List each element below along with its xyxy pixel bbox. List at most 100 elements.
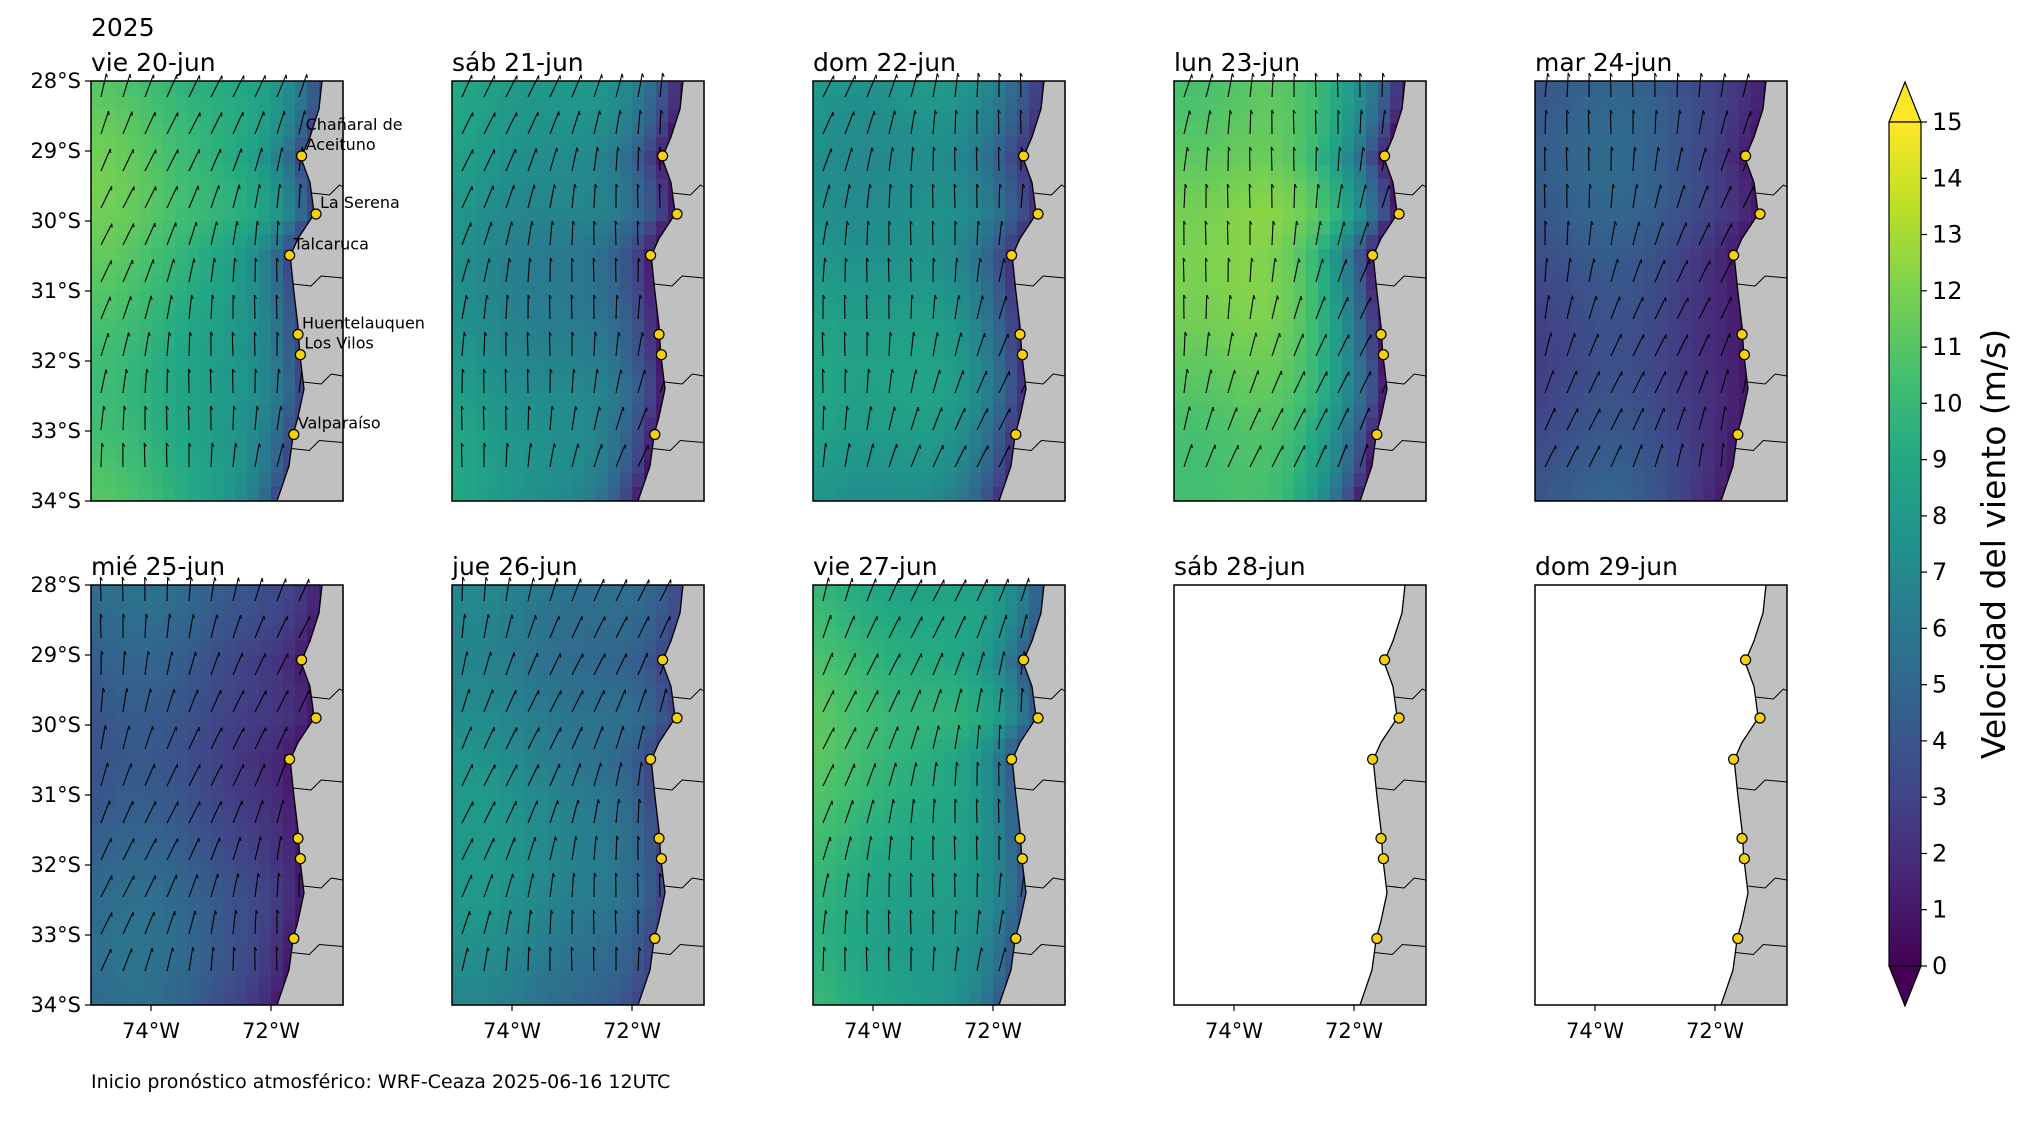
wind-arrow-head [1341,184,1344,189]
wind-arrow-head [933,798,937,803]
wind-arrow [276,368,280,394]
wind-arrow [976,220,979,246]
region-border [1755,184,1788,196]
wind-arrow-head [506,442,510,447]
wind-arrow [143,442,146,468]
wind-arrow [658,183,661,209]
wind-arrow-head [130,763,133,768]
wind-arrow-head [962,370,965,375]
wind-arrow-head [1366,443,1369,449]
wind-arrow [1566,370,1577,394]
wind-arrow [844,653,856,676]
wind-arrow-head [998,72,1002,77]
city-label: Valparaíso [298,414,381,433]
wind-arrow-head [919,689,922,694]
wind-arrow [1610,296,1621,320]
wind-arrow-head [1593,258,1596,263]
wind-arrow-head [1209,110,1212,115]
wind-arrow [461,614,466,639]
wind-arrow [188,874,198,898]
wind-arrow [593,331,596,357]
wind-vectors [99,576,311,972]
wind-arrow [483,947,489,972]
wind-arrow-head [620,762,623,767]
wind-arrow-head [259,836,263,841]
wind-arrow-head [299,183,303,188]
wind-arrow-head [470,222,472,227]
wind-arrow-head [1004,947,1007,952]
city-label: Aceituno [306,135,376,154]
wind-arrow-head [168,331,172,337]
wind-arrow [844,406,848,431]
land-mask [1360,81,1426,501]
wind-arrow [1227,444,1239,468]
wind-arrow [998,910,1004,935]
wind-arrow [998,333,1009,357]
wind-arrow [1632,259,1642,283]
wind-arrow-head [844,946,848,951]
wind-arrow [888,689,900,713]
city-marker [1754,208,1766,220]
wind-arrow [166,332,170,357]
wind-arrow-head [852,800,854,805]
wind-arrow [122,223,135,246]
wind-arrow [122,73,131,98]
wind-arrow [615,110,621,135]
region-border [293,779,344,791]
wind-arrow [1271,72,1274,98]
wind-arrow-head [593,294,597,299]
city-marker [1728,249,1740,261]
wind-arrow [1610,444,1622,468]
wind-arrow-head [1704,147,1707,152]
region-border [1376,275,1427,287]
wind-arrow [954,761,958,787]
wind-arrow [1676,297,1689,320]
wind-arrow [888,331,891,357]
region-border [1015,275,1066,287]
wind-arrow [144,369,148,394]
wind-arrow [1566,333,1576,357]
wind-arrow [276,799,284,824]
panel-frame [1173,584,1427,1006]
wind-arrow [844,836,851,861]
wind-arrow [461,576,464,602]
panel-title: jue 26-jun [451,552,578,581]
wind-arrow-head [1678,109,1682,115]
wind-arrow [232,111,244,135]
wind-arrow [976,688,982,713]
wind-arrow-head [528,405,531,410]
wind-arrow [254,873,259,898]
wind-arrow-head [234,442,238,448]
wind-arrow [637,295,641,320]
wind-arrow [570,294,573,320]
wind-arrow [615,616,628,639]
wind-arrow [1359,334,1372,357]
wind-arrow-head [1571,295,1574,300]
wind-arrow [166,295,172,320]
wind-arrow-head [105,369,108,374]
wind-arrow-head [1003,258,1006,263]
wind-arrow-head [1747,73,1750,78]
wind-arrow-head [980,947,984,952]
wind-arrow [254,577,263,602]
wind-arrow-head [577,443,580,448]
wind-arrow [461,258,470,283]
wind-arrow [505,294,508,320]
wind-arrow [1182,257,1185,283]
city-marker [1732,428,1744,441]
wind-arrow [254,75,266,98]
wind-arrow [932,798,935,824]
wind-arrow [888,147,893,172]
wind-arrow [527,690,540,713]
wind-arrow [844,727,857,750]
wind-arrow-head [931,220,935,225]
wind-arrow [1632,296,1644,320]
wind-arrow [865,946,868,972]
wind-arrow-head [934,294,938,299]
wind-arrow [505,577,511,602]
wind-arrow [505,75,518,98]
wind-arrow [276,220,279,246]
wind-arrow-head [1257,370,1260,375]
wind-arrow-head [571,909,575,914]
